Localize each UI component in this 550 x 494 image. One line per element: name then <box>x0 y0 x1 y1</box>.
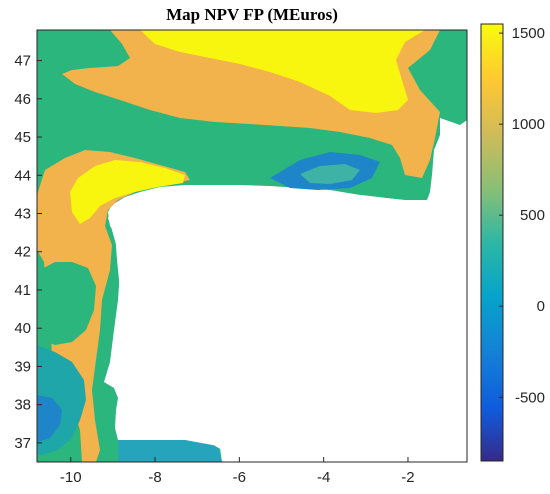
plot-area <box>37 30 467 462</box>
region-portugal-blue <box>37 395 62 442</box>
colorbar-tick-label: 500 <box>520 207 545 224</box>
y-tick-label: 41 <box>14 282 31 299</box>
y-tick-label: 44 <box>14 167 31 184</box>
plot-frame <box>36 29 468 463</box>
x-tick-label: -4 <box>317 469 330 486</box>
y-tick-label: 37 <box>14 435 31 452</box>
y-tick-label: 38 <box>14 397 31 414</box>
colorbar-tick-label: -500 <box>515 389 545 406</box>
region-galicia-yellow <box>70 160 185 224</box>
x-tick-label: -6 <box>233 469 246 486</box>
colorbar-tick-label: 1500 <box>512 25 545 42</box>
y-tick-label: 40 <box>14 320 31 337</box>
x-tick-label: -2 <box>401 469 414 486</box>
y-axis: 37 38 39 40 41 42 43 44 45 46 47 <box>14 53 42 452</box>
region-algarve <box>118 438 222 462</box>
region-cantabrian-teal <box>300 164 360 184</box>
colorbar-ticks: 1500 1000 500 0 -500 <box>499 25 545 406</box>
y-tick-label: 46 <box>14 91 31 108</box>
y-tick-label: 42 <box>14 244 31 261</box>
colorbar <box>480 23 504 462</box>
y-tick-label: 39 <box>14 358 31 375</box>
region-bay-yellow <box>140 30 425 113</box>
land-mask <box>104 186 467 462</box>
chart-title: Map NPV FP (MEuros) <box>166 5 338 24</box>
y-tick-label: 43 <box>14 206 31 223</box>
y-tick-label: 47 <box>14 53 31 70</box>
x-tick-label: -10 <box>60 469 82 486</box>
region-portugal-green <box>40 262 96 345</box>
x-axis: -10 -8 -6 -4 -2 <box>60 457 415 486</box>
colorbar-tick-label: 1000 <box>512 116 545 133</box>
y-tick-label: 45 <box>14 129 31 146</box>
region-mid-bay <box>37 30 467 462</box>
colorbar-tick-label: 0 <box>537 298 545 315</box>
x-tick-label: -8 <box>148 469 161 486</box>
